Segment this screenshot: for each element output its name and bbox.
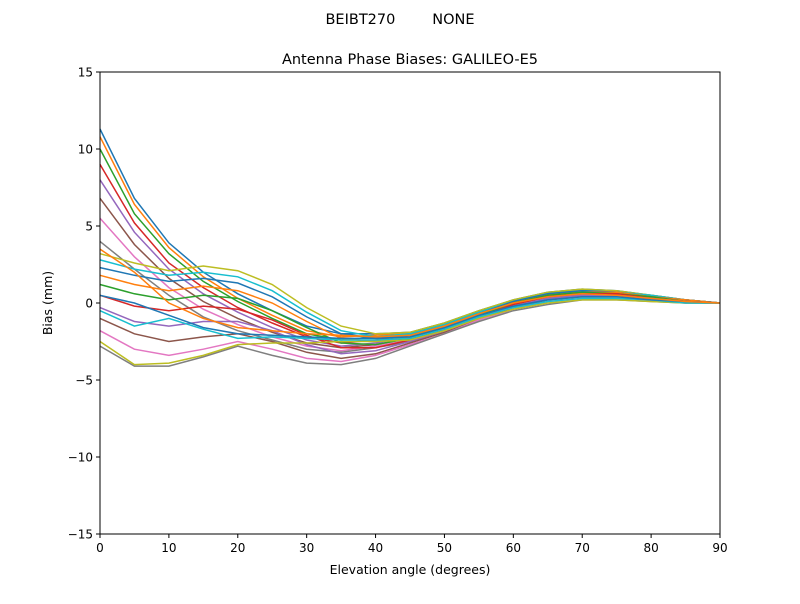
y-tick-label: 10 [78, 143, 93, 157]
series-line-16 [99, 296, 721, 360]
series-line-4 [99, 164, 721, 344]
y-tick-label: 0 [85, 297, 93, 311]
series-line-9 [99, 252, 721, 335]
x-tick-label: 80 [643, 541, 658, 555]
series-lines [99, 128, 721, 367]
x-tick-label: 0 [96, 541, 104, 555]
chart-title: Antenna Phase Biases: GALILEO-E5 [282, 52, 538, 68]
y-axis-label: Bias (mm) [40, 271, 55, 335]
y-tick-label: −15 [68, 528, 93, 542]
x-tick-label: 60 [506, 541, 521, 555]
x-tick-label: 30 [299, 541, 314, 555]
x-axis: 0 10 20 30 40 50 60 70 80 90 [96, 534, 728, 555]
y-tick-label: 15 [78, 66, 93, 80]
x-tick-label: 10 [161, 541, 176, 555]
y-tick-label: −5 [75, 374, 93, 388]
series-line-7 [99, 217, 721, 352]
x-tick-label: 90 [712, 541, 727, 555]
series-line-21 [99, 294, 721, 340]
series-line-20 [99, 297, 720, 341]
x-tick-label: 70 [575, 541, 590, 555]
x-tick-label: 50 [437, 541, 452, 555]
series-line-22 [99, 248, 721, 338]
x-tick-label: 20 [230, 541, 245, 555]
series-line-3 [99, 148, 721, 341]
y-axis: −15 −10 −5 0 5 10 15 [68, 66, 100, 542]
y-tick-label: −10 [68, 451, 93, 465]
series-line-19 [99, 299, 720, 366]
x-axis-label: Elevation angle (degrees) [330, 562, 491, 577]
x-tick-label: 40 [368, 541, 383, 555]
suptitle: BEIBT270 NONE [325, 12, 474, 28]
y-tick-label: 5 [85, 220, 93, 234]
